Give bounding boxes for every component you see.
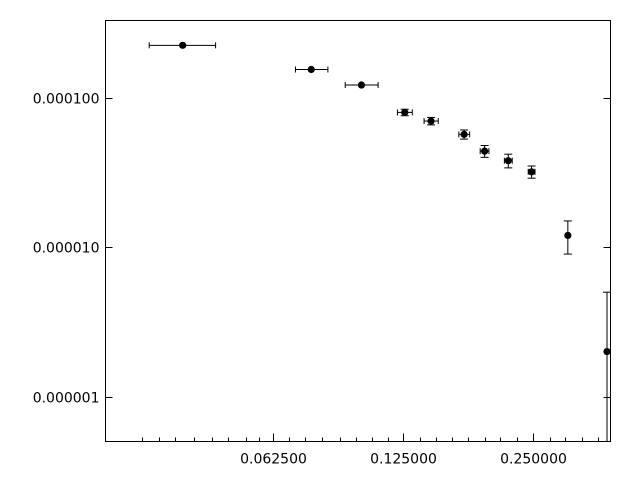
- marker: [564, 231, 572, 240]
- data-point: [294, 65, 329, 74]
- data-point: [602, 291, 611, 442]
- data-point: [479, 145, 490, 158]
- y-tick-label: 0.000001: [33, 391, 100, 407]
- marker: [460, 130, 468, 138]
- x-tick-label: 0.250000: [500, 452, 567, 468]
- marker: [427, 117, 435, 125]
- marker: [480, 147, 489, 155]
- data-point: [458, 129, 471, 140]
- marker: [357, 81, 366, 89]
- data-point: [423, 116, 439, 126]
- marker: [179, 41, 187, 49]
- plot-frame: [105, 20, 611, 442]
- y-tick-label: 0.000010: [33, 241, 100, 257]
- y-tick-label: 0.000100: [33, 92, 100, 108]
- data-points: [148, 41, 611, 442]
- data-point: [563, 220, 572, 255]
- marker: [401, 108, 409, 116]
- x-tick-label: 0.062500: [240, 452, 307, 468]
- marker: [504, 157, 512, 165]
- x-tick-label: 0.125000: [370, 452, 437, 468]
- data-point: [503, 153, 513, 169]
- data-point: [396, 108, 413, 117]
- data-point: [527, 165, 536, 179]
- data-point: [148, 41, 217, 49]
- data-point: [344, 81, 379, 89]
- marker: [603, 348, 611, 356]
- marker: [527, 168, 536, 176]
- marker: [307, 65, 315, 74]
- axis-ticks: 0.000001 0.000010 0.000100 0.062500 0.125000…: [33, 92, 611, 468]
